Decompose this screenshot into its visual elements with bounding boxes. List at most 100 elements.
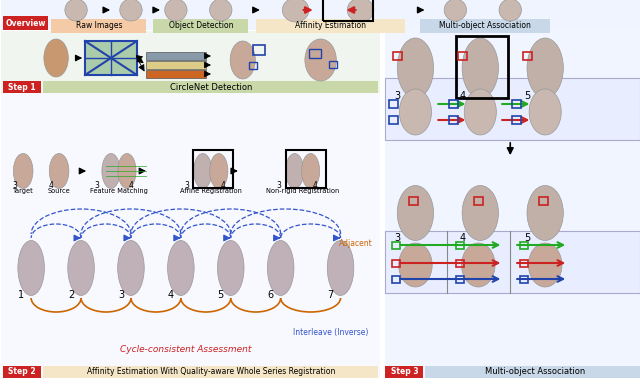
Text: Adjacent: Adjacent [339, 239, 372, 248]
Text: 3: 3 [394, 233, 401, 243]
Bar [308, 49, 321, 58]
Ellipse shape [168, 241, 194, 296]
Bar [390, 100, 399, 108]
Bar [146, 61, 206, 69]
Bar [456, 260, 465, 267]
Bar [328, 61, 337, 68]
Text: 3: 3 [276, 180, 281, 189]
Text: Raw Images: Raw Images [76, 21, 122, 31]
Ellipse shape [194, 154, 212, 189]
Text: 1: 1 [18, 290, 24, 300]
Ellipse shape [230, 41, 255, 79]
Ellipse shape [527, 38, 563, 98]
Ellipse shape [462, 38, 499, 98]
Text: 4: 4 [168, 290, 174, 300]
Text: Step 1: Step 1 [8, 83, 36, 92]
Ellipse shape [399, 243, 432, 287]
Ellipse shape [529, 89, 561, 135]
Bar [456, 242, 465, 249]
Text: 6: 6 [268, 290, 274, 300]
Ellipse shape [305, 39, 337, 81]
Text: 4: 4 [460, 91, 465, 101]
Text: 3: 3 [118, 290, 124, 300]
Bar [520, 260, 528, 267]
Text: CircleNet Detection: CircleNet Detection [170, 83, 252, 92]
Text: 7: 7 [328, 290, 333, 300]
Bar [392, 242, 401, 249]
Ellipse shape [18, 241, 44, 296]
Bar [458, 52, 467, 60]
Ellipse shape [164, 0, 187, 21]
Bar [456, 276, 465, 283]
Bar [285, 150, 326, 188]
Text: 4: 4 [220, 180, 225, 189]
Bar [1, 31, 381, 93]
Bar [426, 366, 640, 378]
Bar [51, 19, 146, 33]
Ellipse shape [461, 243, 495, 287]
Bar [1, 93, 381, 378]
Bar [1, 0, 640, 30]
Text: Non-rigid Registration: Non-rigid Registration [266, 188, 339, 194]
Ellipse shape [218, 241, 244, 296]
Ellipse shape [301, 154, 320, 189]
Bar [520, 242, 528, 249]
Ellipse shape [397, 38, 433, 98]
Bar [43, 366, 378, 378]
Ellipse shape [210, 154, 228, 189]
Bar [539, 197, 548, 205]
Bar [153, 19, 248, 33]
Text: Multi-object Association: Multi-object Association [439, 21, 531, 31]
Bar [420, 19, 550, 33]
Text: Feature Matching: Feature Matching [90, 188, 148, 194]
Bar [392, 276, 401, 283]
Ellipse shape [44, 39, 68, 77]
Text: Object Detection: Object Detection [168, 21, 233, 31]
Bar [512, 116, 521, 124]
Text: 4: 4 [129, 180, 133, 189]
Ellipse shape [499, 0, 522, 21]
Text: 5: 5 [218, 290, 224, 300]
Ellipse shape [118, 154, 136, 189]
Ellipse shape [282, 0, 309, 22]
Bar [385, 30, 640, 378]
Bar [520, 276, 528, 283]
Ellipse shape [118, 241, 144, 296]
Bar [3, 16, 48, 30]
Bar [456, 36, 508, 98]
Bar [394, 52, 403, 60]
Bar [385, 366, 424, 378]
Bar [256, 19, 406, 33]
Text: 3: 3 [394, 91, 401, 101]
Ellipse shape [399, 89, 431, 135]
Bar [43, 81, 378, 93]
Text: Overview: Overview [6, 19, 46, 28]
Ellipse shape [285, 154, 304, 189]
Text: Affinity Estimation With Quality-aware Whole Series Registration: Affinity Estimation With Quality-aware W… [86, 367, 335, 376]
Ellipse shape [210, 0, 232, 21]
Text: 3: 3 [184, 180, 189, 189]
Bar [193, 150, 233, 188]
Ellipse shape [327, 241, 354, 296]
Bar [410, 197, 419, 205]
Ellipse shape [397, 185, 433, 241]
Bar [474, 197, 483, 205]
Ellipse shape [68, 241, 94, 296]
Bar [146, 70, 206, 78]
Text: Target: Target [13, 188, 33, 194]
Bar [249, 62, 257, 69]
Text: Cycle-consistent Assessment: Cycle-consistent Assessment [120, 345, 252, 355]
Text: Source: Source [48, 188, 70, 194]
Ellipse shape [462, 185, 499, 241]
Text: 4: 4 [460, 233, 465, 243]
Bar [449, 116, 458, 124]
Text: Step 3: Step 3 [390, 367, 419, 376]
Bar [512, 100, 521, 108]
Text: 3: 3 [13, 180, 18, 189]
Bar [524, 52, 532, 60]
Text: Step 2: Step 2 [8, 367, 36, 376]
Bar [449, 100, 458, 108]
Bar [323, 0, 372, 21]
Ellipse shape [13, 154, 33, 189]
Ellipse shape [348, 0, 374, 22]
